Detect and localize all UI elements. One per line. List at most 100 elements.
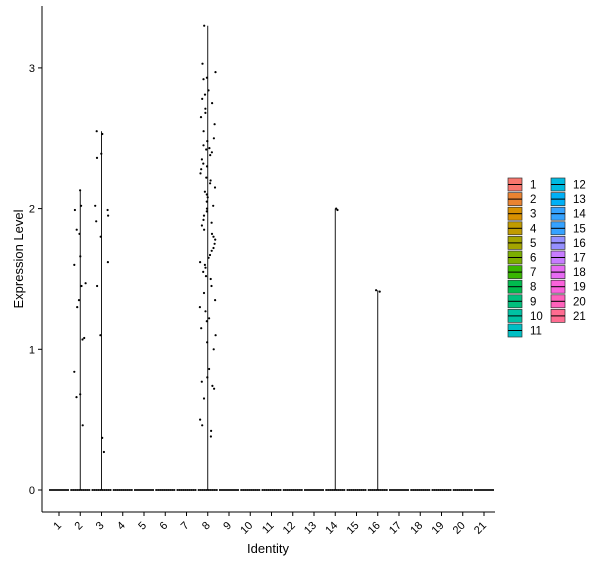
data-point	[206, 376, 209, 379]
axes	[41, 6, 495, 513]
data-point-zero	[306, 489, 308, 491]
legend-label: 8	[530, 282, 536, 294]
data-point	[378, 290, 381, 293]
data-point-zero	[445, 489, 448, 491]
data-point-zero	[101, 489, 104, 491]
legend-item-21: 21	[550, 309, 586, 323]
legend-label: 6	[530, 253, 536, 265]
violin-2	[70, 190, 91, 491]
data-point-zero	[152, 489, 154, 491]
data-point	[200, 158, 203, 161]
data-point-zero	[458, 489, 461, 491]
data-point	[211, 102, 214, 105]
x-tick-label: 1	[51, 520, 64, 533]
data-point-zero	[157, 489, 160, 491]
data-point-zero	[256, 489, 259, 491]
data-point	[94, 204, 97, 207]
data-point	[212, 246, 215, 250]
data-point-zero	[72, 489, 75, 491]
data-point-zero	[169, 489, 172, 491]
data-point	[200, 168, 203, 171]
data-point-zero	[439, 489, 442, 491]
data-point-zero	[124, 489, 127, 491]
x-tick-label: 7	[179, 520, 192, 533]
data-point	[203, 263, 206, 266]
data-point-zero	[352, 489, 355, 491]
data-point-zero	[350, 489, 353, 491]
data-point-zero	[95, 489, 98, 491]
legend-label: 1	[530, 180, 536, 192]
data-point-zero	[63, 489, 65, 491]
data-point-zero	[401, 489, 403, 491]
data-point-zero	[329, 489, 332, 491]
data-point-zero	[126, 489, 129, 491]
legend-item-5: 5	[507, 236, 536, 250]
data-point-zero	[70, 489, 73, 491]
data-point-zero	[235, 489, 237, 491]
data-point-zero	[273, 489, 276, 491]
data-point	[100, 152, 103, 155]
data-point-zero	[298, 489, 301, 491]
data-point-zero	[231, 489, 233, 491]
data-point-zero	[97, 489, 100, 491]
data-point-zero	[242, 489, 245, 491]
data-point	[210, 249, 213, 252]
data-point-zero	[142, 489, 144, 491]
x-tick-label: 18	[408, 520, 425, 537]
x-ticks: 1 2 3 4 5 6 7 8 9 10 11 12 13 14 15 16 17 18 19 20 21	[51, 512, 489, 537]
data-point-zero	[186, 489, 189, 491]
data-point-zero	[277, 489, 280, 491]
data-point-zero	[348, 489, 351, 491]
data-point-zero	[452, 489, 455, 491]
legend-label: 15	[573, 223, 586, 235]
data-point	[207, 256, 210, 259]
legend-label: 12	[573, 180, 586, 192]
data-point-zero	[146, 489, 148, 491]
data-point-zero	[150, 489, 152, 491]
data-point-zero	[416, 489, 419, 491]
data-point-zero	[282, 489, 285, 491]
legend-item-16: 16	[550, 236, 586, 250]
data-point-zero	[107, 489, 110, 491]
data-point	[212, 235, 215, 238]
data-point	[375, 289, 378, 292]
data-point	[213, 242, 216, 245]
legend-item-12: 12	[550, 177, 586, 192]
data-point-zero	[490, 489, 492, 491]
data-point	[203, 228, 206, 231]
x-tick-label: 3	[94, 520, 107, 533]
data-point-zero	[88, 489, 91, 491]
data-point	[201, 97, 204, 100]
data-point	[79, 393, 82, 396]
data-point-zero	[192, 489, 195, 491]
data-point	[79, 255, 82, 258]
data-point-zero	[385, 489, 388, 491]
data-point-zero	[261, 489, 264, 491]
data-point-zero	[269, 489, 272, 491]
data-point-zero	[103, 489, 106, 491]
data-point-zero	[128, 489, 131, 491]
data-point-zero	[300, 489, 303, 491]
data-point-zero	[316, 489, 318, 491]
legend-item-18: 18	[550, 265, 586, 279]
legend-label: 16	[573, 238, 586, 250]
data-point-zero	[492, 489, 494, 491]
data-point-zero	[341, 489, 344, 491]
data-point-zero	[462, 489, 465, 491]
data-point-zero	[478, 489, 480, 491]
x-tick-label: 20	[451, 520, 468, 537]
data-point-zero	[418, 489, 421, 491]
data-point-zero	[320, 489, 322, 491]
y-axis-title: Expression Level	[11, 209, 26, 308]
data-point-zero	[288, 489, 291, 491]
data-point-zero	[308, 489, 310, 491]
data-point-zero	[379, 489, 382, 491]
x-tick-label: 21	[472, 520, 489, 537]
legend-label: 7	[530, 267, 536, 279]
data-point-zero	[356, 489, 359, 491]
data-point	[201, 424, 204, 427]
data-point-zero	[412, 489, 415, 491]
data-point-zero	[161, 489, 164, 491]
y-tick-label: 3	[29, 63, 35, 75]
legend-label: 10	[530, 311, 543, 323]
